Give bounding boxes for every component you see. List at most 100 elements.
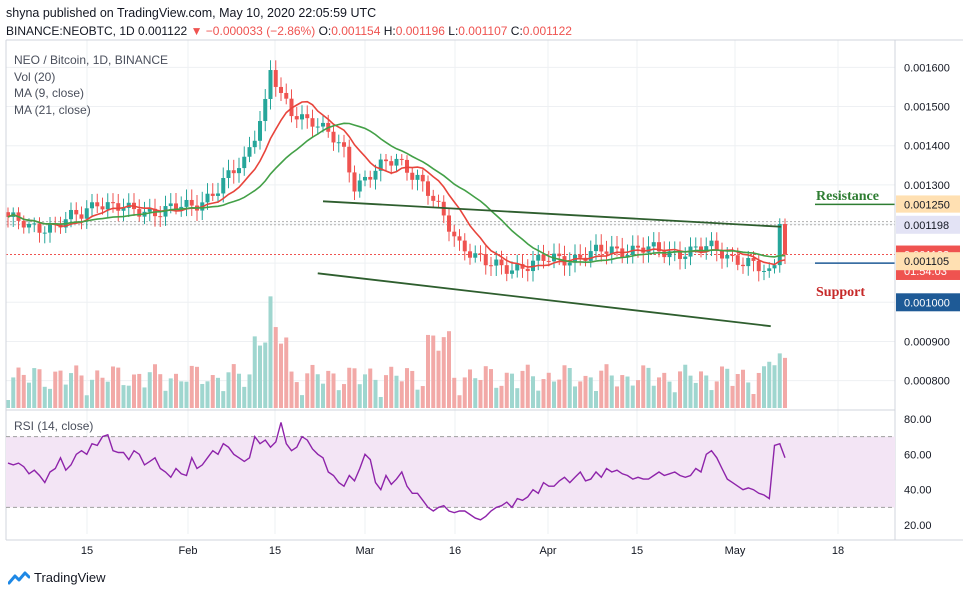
- volume-bar: [153, 364, 157, 408]
- volume-bar: [69, 373, 73, 408]
- volume-bar: [599, 370, 604, 408]
- volume-bar: [300, 395, 304, 408]
- candle-body: [415, 174, 420, 180]
- volume-bar: [594, 390, 598, 408]
- volume-bar: [357, 384, 362, 408]
- candle-body: [21, 220, 26, 228]
- volume-bar: [16, 367, 21, 408]
- candle-body: [205, 193, 210, 203]
- volume-bar: [105, 381, 110, 408]
- volume-bar: [37, 369, 42, 408]
- rsi-tick-label: 80.00: [904, 414, 932, 426]
- volume-bar: [783, 357, 787, 408]
- volume-bar: [457, 395, 462, 408]
- legend-title[interactable]: NEO / Bitcoin, 1D, BINANCE: [14, 53, 169, 67]
- volume-bar: [289, 371, 294, 408]
- volume-bar: [489, 369, 493, 408]
- volume-bar: [394, 375, 399, 408]
- candle-body: [74, 209, 79, 215]
- candle-body: [158, 216, 163, 218]
- candle-body: [756, 260, 761, 272]
- volume-bar: [352, 368, 357, 408]
- volume-bar: [273, 327, 278, 408]
- candle-body: [520, 264, 525, 269]
- legend-ma21[interactable]: MA (21, close): [14, 102, 91, 117]
- volume-bar: [242, 386, 247, 408]
- price-label-box: [896, 293, 960, 312]
- candle-body: [578, 254, 583, 258]
- volume-bar: [415, 389, 420, 408]
- candle-body: [116, 203, 121, 211]
- volume-bar: [32, 368, 37, 408]
- candle-body: [315, 126, 320, 128]
- volume-bar: [604, 364, 609, 408]
- volume-bar: [777, 353, 782, 408]
- candle-body: [515, 264, 520, 271]
- volume-bar: [79, 375, 84, 408]
- volume-bar: [11, 377, 16, 408]
- x-tick-label: 15: [81, 545, 93, 557]
- candle-body: [483, 254, 488, 266]
- volume-bar: [363, 374, 367, 408]
- candle-body: [735, 255, 740, 265]
- volume-bar: [189, 365, 194, 408]
- candle-body: [525, 268, 530, 272]
- x-tick-label: Mar: [356, 545, 375, 557]
- volume-bar: [447, 331, 451, 408]
- candle-body: [546, 260, 551, 262]
- high-value: 0.001196: [395, 24, 445, 38]
- candle-body: [452, 231, 457, 237]
- close-value: 0.001122: [522, 24, 572, 38]
- candle-body: [777, 224, 782, 266]
- candle-body: [363, 176, 367, 181]
- candle-body: [783, 224, 787, 255]
- legend-vol[interactable]: Vol (20): [14, 69, 56, 84]
- volume-bar: [756, 372, 761, 408]
- candle-body: [510, 270, 514, 274]
- volume-bar: [384, 375, 388, 408]
- volume-bar: [90, 379, 94, 408]
- candle-body: [189, 199, 194, 206]
- candle-body: [499, 259, 504, 266]
- y-tick-label: 0.001500: [904, 102, 950, 114]
- candle-body: [489, 265, 493, 267]
- volume-bar: [163, 390, 168, 408]
- candle-body: [105, 202, 110, 210]
- ma21-line: [7, 122, 786, 264]
- volume-bar: [557, 379, 562, 408]
- volume-bar: [410, 370, 415, 408]
- volume-bar: [462, 377, 467, 408]
- candle-body: [730, 255, 735, 257]
- volume-bar: [321, 383, 325, 408]
- candle-body: [279, 86, 283, 93]
- volume-bar: [725, 368, 730, 408]
- volume-bar: [552, 381, 556, 408]
- volume-bar: [588, 377, 593, 408]
- y-tick-label: 0.000900: [904, 336, 950, 348]
- price-label: 0.001105: [904, 256, 949, 268]
- candle-body: [536, 254, 541, 261]
- candle-body: [699, 246, 703, 252]
- volume-bar: [111, 366, 115, 408]
- volume-bar: [510, 373, 514, 408]
- volume-bar: [373, 379, 378, 408]
- volume-bar: [567, 368, 572, 408]
- volume-bar: [342, 384, 346, 408]
- volume-bar: [174, 373, 178, 408]
- volume-bar: [578, 381, 583, 408]
- footer-branding[interactable]: TradingView: [8, 570, 106, 585]
- volume-bar: [126, 385, 131, 408]
- legend-rsi[interactable]: RSI (14, close): [14, 419, 94, 433]
- volume-bar: [499, 385, 504, 408]
- volume-bar: [347, 367, 352, 408]
- legend-ma9[interactable]: MA (9, close): [14, 86, 85, 100]
- candle-body: [693, 246, 698, 248]
- candle-body: [27, 223, 31, 228]
- volume-bar: [746, 382, 751, 408]
- candle-body: [410, 172, 415, 180]
- volume-bar: [121, 385, 126, 408]
- volume-bar: [478, 379, 483, 408]
- candle-body: [147, 208, 152, 212]
- ma9-line: [7, 100, 786, 268]
